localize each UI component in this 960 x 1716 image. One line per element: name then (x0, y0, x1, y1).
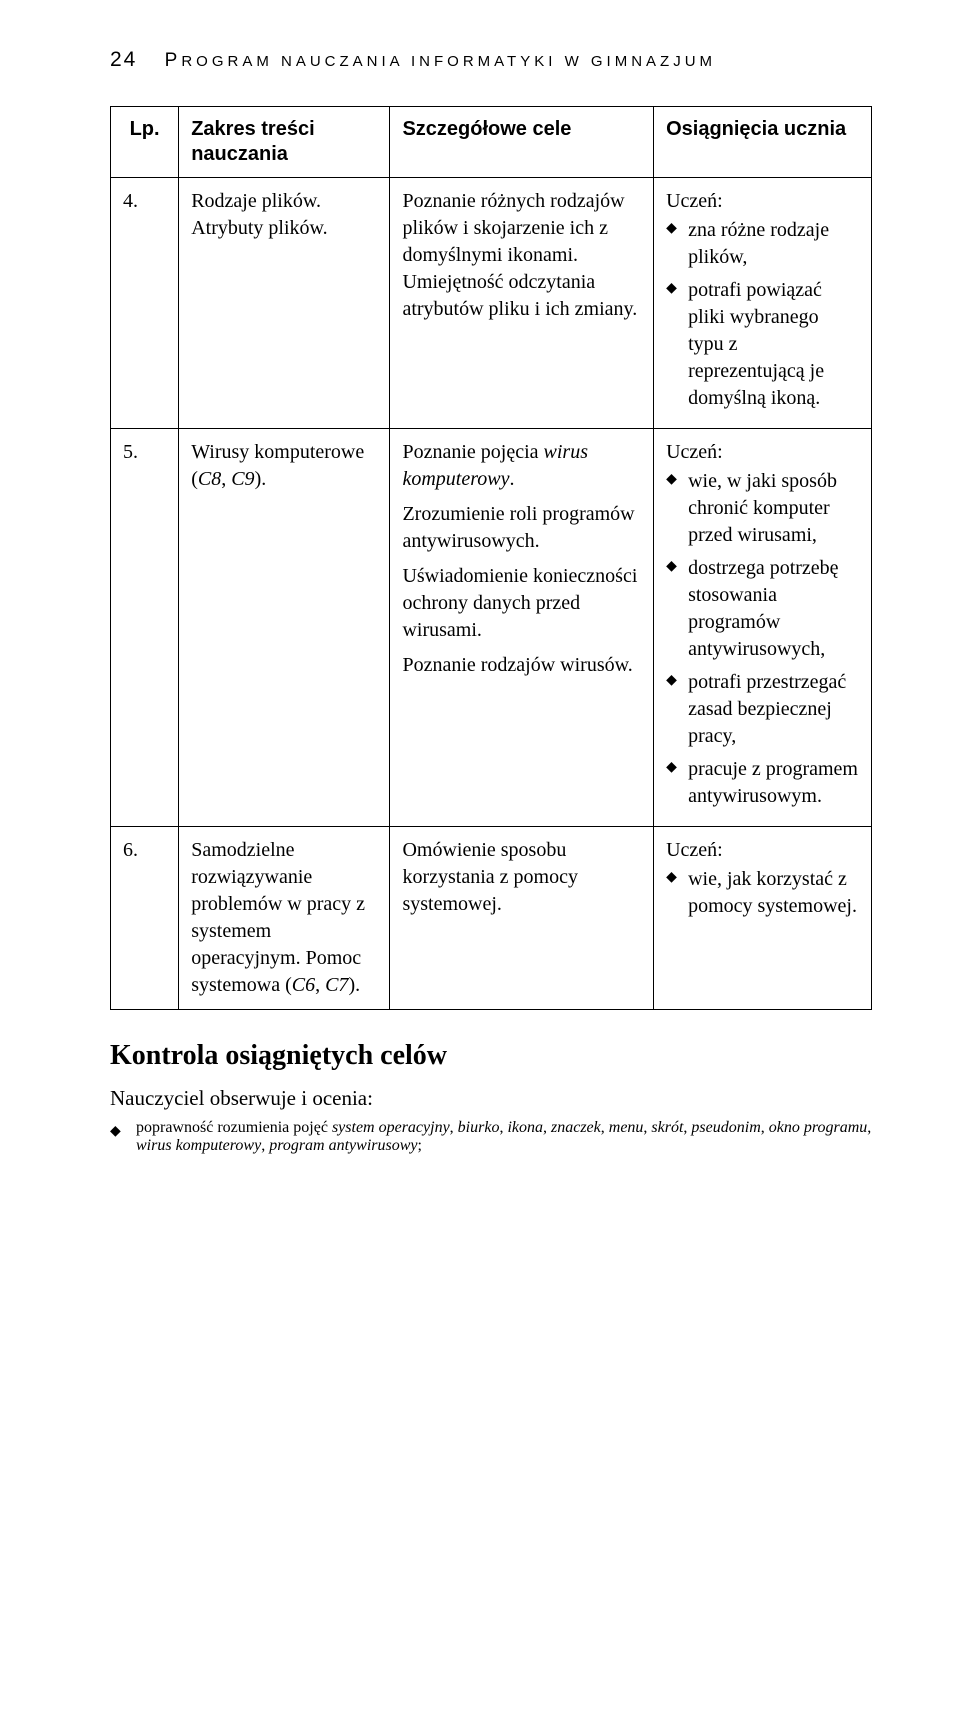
cell-zakres: Rodzaje plików. Atrybuty plików. (179, 178, 390, 429)
cell-cele: Omówienie sposobu korzystania z pomocy s… (390, 827, 654, 1010)
cell-zakres: Samodzielne rozwiązywanie problemów w pr… (179, 827, 390, 1010)
cell-lp: 6. (111, 827, 179, 1010)
col-lp: Lp. (111, 107, 179, 178)
osiagniecia-list: zna różne rodzaje plików, potrafi powiąza… (666, 217, 859, 412)
cell-osiagniecia: Uczeń:wie, w jaki sposób chronić kompute… (654, 429, 872, 827)
cele-paragraph: Poznanie różnych rodzajów plików i skoja… (402, 188, 641, 323)
osiagniecia-list: wie, jak korzystać z pomocy systemowej. (666, 866, 859, 920)
table-header-row: Lp. Zakres treści nauczania Szczegółowe … (111, 107, 872, 178)
cele-paragraph: Poznanie rodzajów wirusów. (402, 652, 641, 679)
table-row: 4.Rodzaje plików. Atrybuty plików.Poznan… (111, 178, 872, 429)
cell-cele: Poznanie pojęcia wirus komputerowy. Zrozu… (390, 429, 654, 827)
section-heading: Kontrola osiągniętych celów (110, 1040, 872, 1072)
col-cele: Szczegółowe cele (390, 107, 654, 178)
osiagniecia-list: wie, w jaki sposób chronić komputer prze… (666, 468, 859, 810)
osiagniecia-lead: Uczeń: (666, 837, 859, 864)
cell-zakres: Wirusy komputerowe (C8, C9). (179, 429, 390, 827)
table-row: 6.Samodzielne rozwiązywanie problemów w … (111, 827, 872, 1010)
cell-lp: 5. (111, 429, 179, 827)
section-list: poprawność rozumienia pojęć system opera… (110, 1119, 872, 1155)
cele-paragraph: Poznanie pojęcia wirus komputerowy. (402, 439, 641, 493)
curriculum-table: Lp. Zakres treści nauczania Szczegółowe … (110, 106, 872, 1010)
osiagniecia-lead: Uczeń: (666, 188, 859, 215)
cele-paragraph: Omówienie sposobu korzystania z pomocy s… (402, 837, 641, 918)
osiagniecia-item: wie, w jaki sposób chronić komputer prze… (666, 468, 859, 549)
col-zakres: Zakres treści nauczania (179, 107, 390, 178)
cele-paragraph: Zrozumienie roli programów antywirusowyc… (402, 501, 641, 555)
cell-lp: 4. (111, 178, 179, 429)
osiagniecia-item: zna różne rodzaje plików, (666, 217, 859, 271)
cell-cele: Poznanie różnych rodzajów plików i skoja… (390, 178, 654, 429)
cele-paragraph: Uświadomienie konieczności ochrony danyc… (402, 563, 641, 644)
osiagniecia-item: potrafi powiązać pliki wybranego typu z … (666, 277, 859, 412)
page: 24 PROGRAM NAUCZANIA INFORMATYKI W GIMNA… (0, 0, 960, 1716)
page-number: 24 (110, 48, 137, 71)
running-title-rest: ROGRAM NAUCZANIA INFORMATYKI W GIMNAZJUM (181, 53, 716, 70)
running-title-first: P (165, 50, 182, 71)
osiagniecia-item: dostrzega potrzebę stosowania programów … (666, 555, 859, 663)
table-row: 5.Wirusy komputerowe (C8, C9).Poznanie p… (111, 429, 872, 827)
osiagniecia-item: wie, jak korzystać z pomocy systemowej. (666, 866, 859, 920)
col-osiagniecia: Osiągnięcia ucznia (654, 107, 872, 178)
section-list-item: poprawność rozumienia pojęć system opera… (110, 1119, 872, 1155)
osiagniecia-item: pracuje z programem antywirusowym. (666, 756, 859, 810)
cell-osiagniecia: Uczeń:wie, jak korzystać z pomocy system… (654, 827, 872, 1010)
running-header: 24 PROGRAM NAUCZANIA INFORMATYKI W GIMNA… (110, 48, 872, 72)
section-lead: Nauczyciel obserwuje i ocenia: (110, 1084, 872, 1113)
osiagniecia-lead: Uczeń: (666, 439, 859, 466)
cell-osiagniecia: Uczeń:zna różne rodzaje plików, potrafi p… (654, 178, 872, 429)
table-body: 4.Rodzaje plików. Atrybuty plików.Poznan… (111, 178, 872, 1010)
osiagniecia-item: potrafi przestrzegać zasad bezpiecznej p… (666, 669, 859, 750)
